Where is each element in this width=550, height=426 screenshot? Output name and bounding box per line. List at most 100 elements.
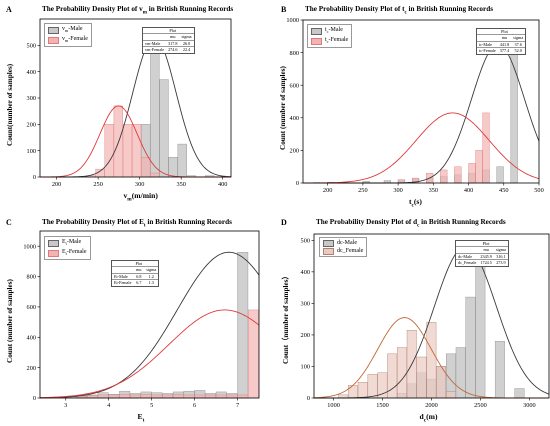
stats-cell: 1.2 [144,272,159,280]
male-bar [496,166,504,184]
stats-grid: Plot mu sigma Et-Male 6.8 1.2 Et-Female 6.7 1.3 [112,261,159,286]
x-tick-label: 300 [135,181,144,188]
male-bar [494,341,505,399]
stats-cell: mu [166,33,180,41]
stats-cell: 317.8 [166,39,180,47]
panel-d: D The Probability Density Plot of dc in B… [275,213,550,426]
legend-label-main: v [62,26,65,32]
x-axis-label-post: (s) [413,197,422,206]
male-density-curve [303,44,540,184]
stats-cell: tc-Female [477,47,498,54]
stats-cell: vm-Male [143,39,167,47]
legend-swatch [48,239,59,247]
stats-row: Plot [143,28,194,34]
legend-label-post: -Male [66,239,82,245]
chart-title-sub: t [143,223,146,229]
stats-row: Plot [477,29,525,35]
female-bar [454,166,462,184]
x-tick-label: 250 [358,187,367,194]
legend: dc-Male dc_Female [319,237,368,257]
female-bar [104,124,114,178]
legend: Et-Male Et-Female [44,236,91,261]
chart-title-post: in British Running Records [419,218,506,226]
stats-table: Plot mu sigma dc-Male 2345.9 316.1 dc_Female 17… [455,240,509,267]
x-tick-label: 400 [218,181,227,188]
y-tick-label: 800 [27,274,36,281]
chart-title-post: in British Running Records [406,5,494,13]
y-tick-label: 800 [290,50,299,57]
female-bar [416,356,427,399]
female-bar [205,394,216,399]
stats-cell: tc-Male [477,40,498,48]
x-axis-label-sub: c [411,202,414,209]
chart-title: The Probability Density Plot of Et in Br… [42,218,232,228]
stats-cell: 441.8 [497,40,512,48]
x-tick-label: 2500 [474,402,487,409]
stats-cell [143,33,167,41]
female-bar [108,394,120,399]
legend-swatch [48,249,59,257]
chart-title-sub: c [404,10,407,16]
y-tick-label: 400 [27,334,36,341]
x-axis-label: Et [138,412,145,424]
x-tick-label: 1500 [376,402,389,409]
female-density-curve [303,112,540,184]
y-tick-label: 400 [301,269,310,276]
x-tick-label: 3 [64,402,67,409]
x-tick-label: 200 [52,181,61,188]
y-tick-label: 500 [27,43,36,50]
female-bar [440,169,448,184]
stats-row: mu sigma [456,246,508,254]
chart-title: The Probability Density Plot of dc in Br… [316,218,506,228]
legend-label-main: dc-Male [337,240,357,246]
y-tick-label: 200 [290,148,299,155]
panel-letter: D [281,218,287,227]
x-tick-label: 5 [150,402,153,409]
female-bar [151,394,163,399]
stats-cell: sigma [179,33,194,41]
x-tick-label: 6 [193,402,196,409]
stats-cell: 316.1 [493,252,508,260]
legend-label-sub: t [65,241,67,247]
male-bar [177,143,187,178]
male-bar [150,37,160,178]
legend-label: tc-Male [325,26,343,36]
stats-cell [112,266,134,274]
stats-cell: 1.3 [144,279,159,286]
stats-row: tc-Male 441.8 37.6 [477,40,526,48]
stats-cell: vm-Female [143,46,167,53]
stats-row: mu sigma [143,33,194,41]
chart-title-main: The Probability Density Plot of t [305,5,405,13]
x-tick-label: 350 [176,181,185,188]
stats-cell: dc_Female [456,259,479,266]
stats-row: mu sigma [112,266,159,274]
x-tick-label: 450 [499,187,508,194]
chart-title-post: in British Running Records [146,5,234,13]
legend-label: tc-Female [325,36,348,46]
male-bar [475,249,486,399]
y-tick-label: 100 [27,148,36,155]
y-tick-label: 600 [27,304,36,311]
y-tick-label: 0 [296,180,299,187]
female-bar [215,394,227,399]
male-bar [168,157,178,178]
y-tick-label: 300 [301,301,310,308]
y-tick-label: 200 [27,365,36,372]
chart-title-main: The Probability Density Plot of E [42,218,144,226]
male-bar [514,388,525,399]
female-density-curve [39,309,260,399]
x-axis-label: tc(s) [409,197,422,209]
y-tick-label: 1000 [286,17,299,24]
stats-cell: Et-Female [112,279,134,286]
male-bar [455,347,466,399]
stats-row: Plot [456,241,508,247]
y-tick-label: 400 [290,115,299,122]
stats-cell: Plot [169,28,177,33]
x-tick-label: 350 [429,187,438,194]
chart-title-main: The Probability Density Plot of v [42,5,143,13]
female-bar [140,394,152,399]
y-tick-label: 0 [33,174,36,181]
chart-svg: 3 4 5 6 7 0 200 400 600 800 1000 [23,230,260,409]
legend-label: Et-Male [62,238,81,248]
male-density-curve [39,251,260,399]
